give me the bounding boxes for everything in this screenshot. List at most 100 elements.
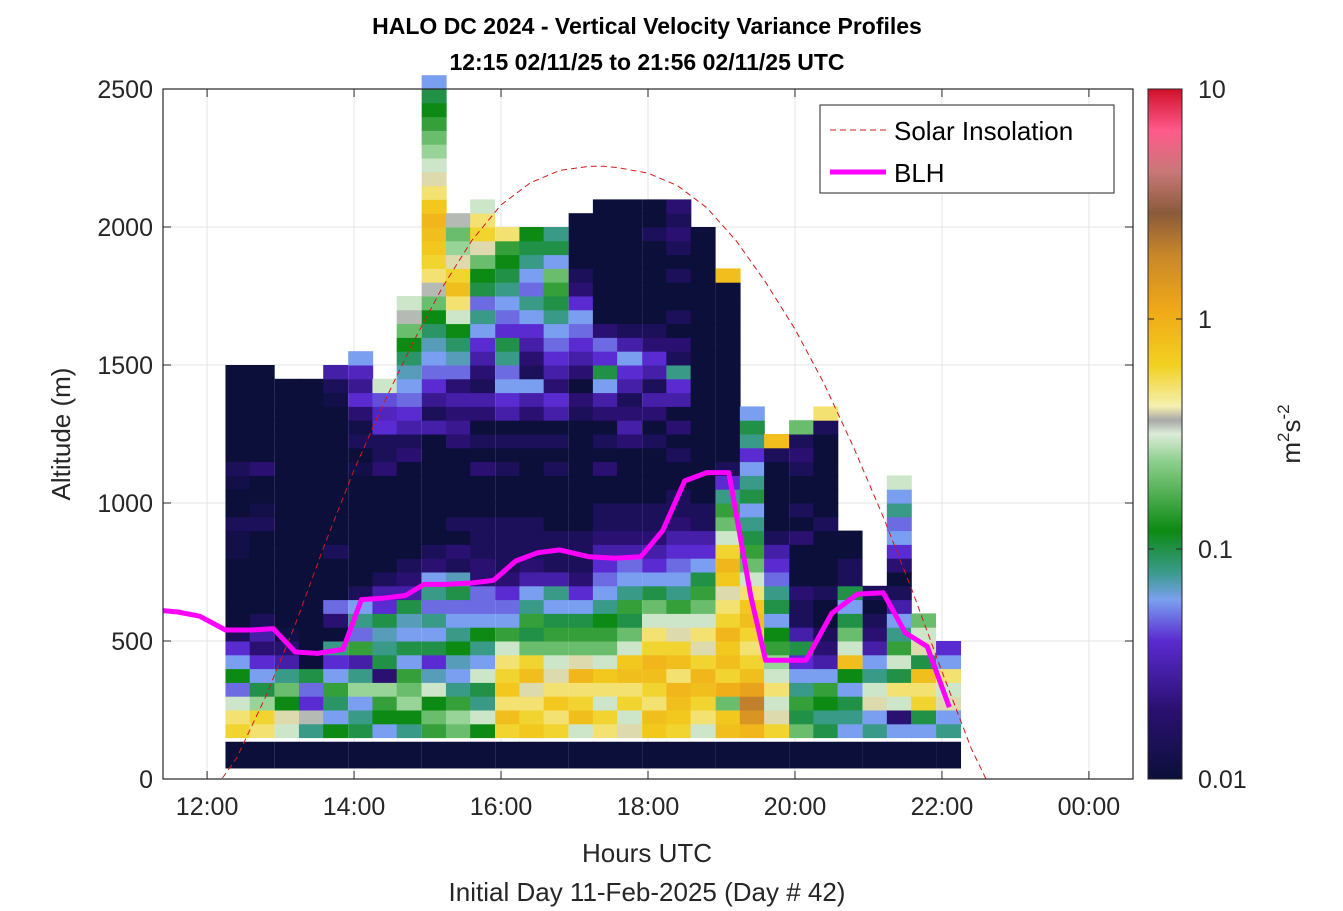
heatmap-cell-16-25 [617,392,643,407]
heatmap-cell-25-3 [837,696,863,711]
colorbar-tick-label-3: 10 [1198,76,1226,104]
heatmap-cell-16-32 [617,296,643,311]
heatmap-cell-5-20 [348,461,374,476]
heatmap-cell-5-11 [348,585,374,601]
heatmap-cell-14-0 [568,741,594,769]
heatmap-cell-27-16 [886,516,912,532]
heatmap-cell-13-35 [543,254,569,269]
heatmap-cell-17-6 [642,654,668,670]
heatmap-cell-18-38 [666,213,692,228]
heatmap-cell-0-16 [225,516,251,532]
heatmap-cell-17-35 [642,254,668,269]
heatmap-cell-19-3 [690,696,716,711]
heatmap-cell-3-16 [298,516,324,532]
heatmap-cell-22-8 [764,627,790,642]
heatmap-cell-19-37 [690,227,716,242]
heatmap-cell-13-8 [543,627,569,642]
heatmap-cell-6-7 [372,641,398,656]
heatmap-cell-9-14 [445,544,471,559]
heatmap-cell-18-15 [666,530,692,545]
heatmap-cell-14-10 [568,599,594,614]
heatmap-cell-2-22 [274,434,300,449]
heatmap-cell-13-13 [543,558,569,573]
heatmap-cell-24-22 [813,434,839,449]
heatmap-cell-18-12 [666,572,692,587]
heatmap-cell-18-26 [666,378,692,394]
heatmap-cell-15-32 [592,296,618,311]
heatmap-cell-16-12 [617,572,643,587]
heatmap-cell-8-8 [421,627,447,642]
heatmap-cell-1-24 [249,406,275,421]
heatmap-cell-0-21 [225,447,251,463]
heatmap-cell-23-4 [789,682,815,697]
heatmap-cell-2-14 [274,544,300,559]
heatmap-cell-17-9 [642,613,668,628]
heatmap-cell-11-28 [495,351,521,366]
heatmap-cell-14-25 [568,392,594,407]
heatmap-cell-20-10 [715,599,741,614]
heatmap-cell-3-0 [298,741,324,769]
heatmap-cell-19-29 [690,337,716,352]
heatmap-cell-25-15 [837,530,863,545]
legend-label-blh: BLH [894,158,945,188]
heatmap-cell-23-18 [789,489,815,504]
heatmap-cell-10-32 [470,296,496,311]
heatmap-cell-21-24 [739,406,765,421]
heatmap-cell-11-29 [495,337,521,352]
heatmap-cell-27-5 [886,668,912,683]
heatmap-cell-4-14 [323,544,349,559]
heatmap-cell-15-29 [592,337,618,352]
heatmap-cell-12-36 [519,240,545,256]
heatmap-cell-19-24 [690,406,716,421]
heatmap-cell-12-31 [519,309,545,325]
heatmap-cell-10-14 [470,544,496,559]
heatmap-cell-9-9 [445,613,471,628]
heatmap-cell-27-3 [886,696,912,711]
heatmap-cell-20-31 [715,309,741,325]
heatmap-cell-17-30 [642,323,668,338]
heatmap-cell-19-34 [690,268,716,283]
heatmap-cell-13-7 [543,641,569,656]
heatmap-cell-26-3 [862,696,888,711]
heatmap-cell-15-6 [592,654,618,670]
heatmap-cell-7-17 [396,503,422,518]
heatmap-cell-11-0 [495,741,521,769]
heatmap-cell-16-13 [617,558,643,573]
heatmap-cell-14-13 [568,558,594,573]
heatmap-cell-7-30 [396,323,422,338]
heatmap-cell-16-22 [617,434,643,449]
heatmap-cell-5-13 [348,558,374,573]
heatmap-cell-21-9 [739,613,765,628]
heatmap-cell-3-1 [298,723,324,739]
heatmap-cell-8-23 [421,420,447,435]
heatmap-cell-25-0 [837,741,863,769]
heatmap-cell-14-35 [568,254,594,269]
heatmap-cell-9-3 [445,696,471,711]
x-axis-label: Hours UTC [582,838,712,868]
heatmap-cell-10-38 [470,213,496,228]
heatmap-cell-1-15 [249,530,275,545]
heatmap-cell-7-20 [396,461,422,476]
heatmap-cell-4-13 [323,558,349,573]
heatmap-cell-27-11 [886,585,912,601]
heatmap-cell-8-4 [421,682,447,697]
heatmap-cell-4-19 [323,475,349,490]
heatmap-cell-23-15 [789,530,815,545]
heatmap-cell-24-5 [813,668,839,683]
heatmap-cell-29-6 [936,654,962,670]
heatmap-cell-4-1 [323,723,349,739]
heatmap-cell-10-1 [470,723,496,739]
heatmap-cell-22-22 [764,434,790,449]
heatmap-cell-21-5 [739,668,765,683]
heatmap-cell-22-11 [764,585,790,601]
heatmap-cell-19-18 [690,489,716,504]
heatmap-cell-4-5 [323,668,349,683]
heatmap-cell-5-16 [348,516,374,532]
heatmap-cell-8-15 [421,530,447,545]
heatmap-cell-14-36 [568,240,594,256]
heatmap-cell-4-20 [323,461,349,476]
heatmap-cell-0-27 [225,365,251,380]
heatmap-cell-24-13 [813,558,839,573]
heatmap-cell-10-27 [470,365,496,380]
heatmap-cell-26-4 [862,682,888,697]
